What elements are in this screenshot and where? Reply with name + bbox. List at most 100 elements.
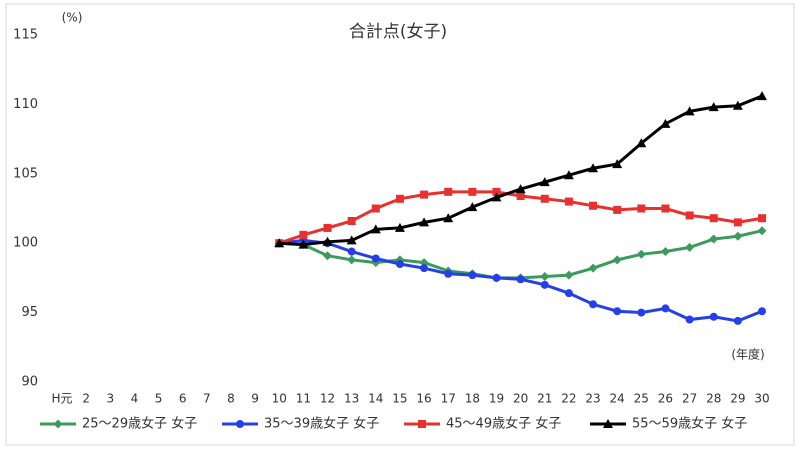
data-point [395, 260, 404, 269]
x-tick-label: 25 [634, 392, 649, 406]
data-point [298, 239, 309, 249]
data-point [323, 251, 333, 261]
data-point [299, 230, 308, 239]
x-tick-label: 15 [392, 392, 407, 406]
data-point [733, 218, 742, 227]
legend-label: 55～59歳女子 女子 [632, 416, 747, 432]
y-tick-label: 110 [13, 97, 38, 112]
data-point [492, 273, 501, 282]
data-point [660, 118, 671, 128]
x-tick-label: 5 [155, 392, 163, 406]
data-point [612, 255, 622, 265]
data-point [613, 307, 622, 316]
data-point [540, 272, 550, 282]
x-tick-label: 3 [106, 392, 114, 406]
data-point [540, 280, 549, 289]
data-point [588, 163, 599, 173]
x-tick-label: 17 [441, 392, 456, 406]
x-tick-label: 9 [251, 392, 259, 406]
data-point [468, 187, 477, 196]
x-tick-label: 13 [344, 392, 359, 406]
data-point [732, 100, 743, 110]
data-point [758, 307, 766, 316]
data-point [491, 192, 502, 202]
x-tick-label: 29 [730, 392, 745, 406]
data-point [589, 201, 598, 210]
data-point [563, 170, 574, 180]
legend-label: 45～49歳女子 女子 [446, 416, 561, 432]
data-point [637, 204, 646, 213]
x-tick-label: 27 [682, 392, 697, 406]
data-point [322, 236, 333, 246]
data-point [684, 106, 695, 116]
data-point [539, 177, 550, 187]
x-tick-label: 10 [272, 392, 287, 406]
legend-label: 25～29歳女子 女子 [82, 416, 197, 432]
x-tick-label: 28 [706, 392, 721, 406]
data-point [709, 214, 718, 223]
x-tick-label: 23 [585, 392, 600, 406]
data-point [420, 264, 429, 273]
data-point [516, 275, 525, 284]
data-point [371, 204, 380, 213]
x-tick-label: 18 [465, 392, 480, 406]
data-point [564, 197, 573, 206]
data-point [347, 255, 357, 265]
data-point [540, 194, 549, 203]
x-tick-label: 26 [658, 392, 673, 406]
chart-title: 合計点(女子) [349, 22, 447, 42]
data-point [636, 249, 646, 259]
x-tick-label: 8 [227, 392, 235, 406]
data-point [589, 300, 598, 309]
legend-marker [236, 420, 244, 428]
legend-label: 35～39歳女子 女子 [264, 416, 379, 432]
y-unit: (%) [62, 11, 83, 25]
data-point [661, 304, 670, 313]
y-tick-label: 90 [21, 375, 38, 390]
data-point [685, 211, 694, 220]
data-point [709, 312, 718, 321]
data-point [420, 190, 429, 199]
data-point [757, 91, 767, 101]
data-point [468, 271, 477, 280]
data-point [612, 159, 623, 169]
data-point [709, 234, 719, 244]
x-tick-label: 14 [368, 392, 383, 406]
data-point [467, 202, 478, 212]
x-tick-label: 12 [320, 392, 335, 406]
data-point [588, 263, 598, 273]
data-point [613, 205, 622, 214]
data-point [370, 224, 381, 234]
y-tick-label: 105 [13, 166, 38, 181]
x-tick-label: 22 [561, 392, 576, 406]
data-point [685, 242, 695, 252]
data-point [733, 316, 742, 325]
data-point [346, 235, 357, 245]
data-point [371, 254, 380, 263]
data-point [660, 247, 670, 257]
data-point [661, 204, 670, 213]
data-point [444, 187, 453, 196]
data-point [274, 238, 285, 248]
x-tick-label: H元 [51, 392, 72, 406]
data-point [515, 184, 526, 194]
data-point [419, 217, 430, 227]
data-point [395, 194, 404, 203]
data-point [564, 270, 574, 280]
x-tick-label: 30 [754, 392, 769, 406]
y-tick-label: 95 [21, 305, 38, 320]
data-point [347, 247, 356, 256]
x-tick-label: 16 [416, 392, 431, 406]
data-point [444, 269, 453, 278]
x-tick-label: 20 [513, 392, 528, 406]
data-point [323, 223, 332, 232]
data-point [516, 192, 525, 201]
x-tick-label: 21 [537, 392, 552, 406]
x-tick-label: 6 [179, 392, 187, 406]
y-tick-label: 115 [13, 28, 38, 43]
data-point [685, 315, 694, 324]
legend-marker [603, 419, 613, 428]
legend-marker [418, 420, 426, 428]
x-tick-label: 24 [610, 392, 625, 406]
